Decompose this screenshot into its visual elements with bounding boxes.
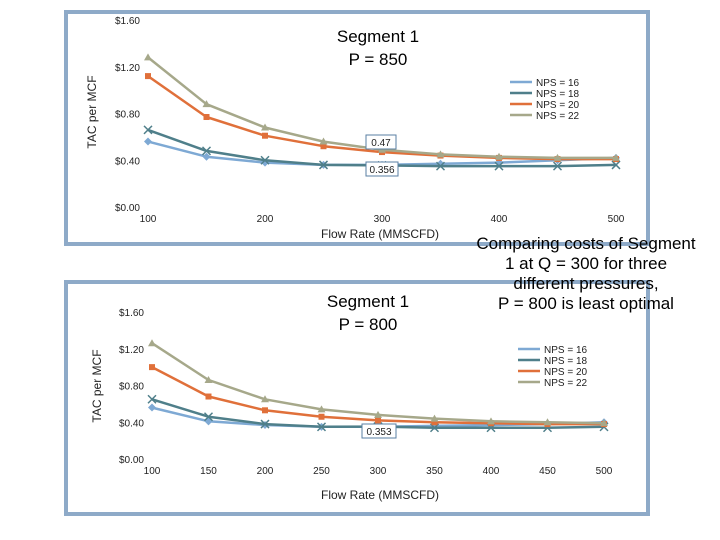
annotation-box	[365, 134, 397, 150]
data-point	[203, 412, 214, 422]
data-point	[143, 125, 153, 135]
chart-panel-1: $0.00 $0.40 $0.80 $1.20 $1.60 100 200 300 400 500…	[64, 10, 650, 246]
chart-frame	[64, 280, 650, 516]
y-tick-label: $1.20	[119, 345, 144, 356]
data-point	[148, 403, 156, 412]
data-point	[202, 100, 211, 108]
x-tick-label: 300	[370, 466, 387, 477]
data-point	[205, 393, 212, 400]
y-tick-label: $1.20	[115, 63, 140, 74]
annotation-label: 0.353	[366, 427, 391, 438]
data-point	[430, 414, 439, 422]
callout-line-4: P = 800 is least optimal	[498, 294, 674, 313]
data-point	[553, 153, 562, 161]
data-point	[543, 418, 552, 426]
legend-label: NPS = 18	[544, 356, 588, 367]
chart-frame	[64, 10, 650, 246]
chart-subtitle: P = 850	[349, 50, 408, 69]
x-axis-label: Flow Rate (MMSCFD)	[321, 488, 439, 502]
chart-title: Segment 1	[337, 27, 419, 46]
legend-label: NPS = 20	[536, 100, 580, 111]
data-point	[148, 339, 156, 347]
chart-subtitle: P = 800	[339, 315, 398, 334]
x-tick-label: 100	[140, 214, 157, 225]
y-tick-label: $0.40	[119, 418, 144, 429]
x-tick-label: 450	[539, 466, 556, 477]
x-tick-label: 150	[200, 466, 217, 477]
legend-label: NPS = 20	[544, 367, 588, 378]
x-tick-label: 400	[491, 214, 508, 225]
data-point	[201, 146, 212, 156]
data-point	[147, 394, 157, 404]
data-point	[612, 153, 620, 161]
x-tick-label: 100	[144, 466, 161, 477]
data-point	[435, 161, 446, 171]
data-point	[203, 114, 210, 121]
data-point	[262, 407, 268, 414]
data-point	[494, 161, 504, 171]
data-point	[436, 150, 445, 158]
legend-label: NPS = 16	[544, 345, 588, 356]
chart-panel-2: $0.00 $0.40 $0.80 $1.20 $1.60 100 150 200 250 300…	[64, 280, 650, 516]
data-point	[431, 419, 438, 426]
data-point	[202, 152, 211, 161]
x-tick-label: 400	[483, 466, 500, 477]
y-tick-label: $0.40	[115, 156, 140, 167]
data-point	[145, 73, 151, 80]
data-point	[262, 132, 268, 139]
data-point	[375, 417, 381, 424]
annotation-label: 0.356	[369, 165, 394, 176]
x-tick-label: 250	[313, 466, 330, 477]
legend-label: NPS = 18	[536, 89, 580, 100]
annotation-label: 0.47	[371, 138, 391, 149]
x-axis-label: Flow Rate (MMSCFD)	[321, 227, 439, 241]
data-point	[318, 413, 325, 420]
data-point	[204, 375, 213, 383]
data-point	[374, 410, 382, 418]
callout-line-1: Comparing costs of Segment	[476, 234, 696, 253]
x-tick-label: 200	[257, 214, 274, 225]
data-point	[149, 364, 155, 371]
data-point	[144, 137, 152, 146]
y-tick-label: $0.00	[115, 203, 140, 214]
annotation-box	[361, 423, 397, 439]
data-point	[320, 143, 327, 150]
data-point	[495, 152, 503, 160]
data-point	[260, 419, 270, 429]
callout-line-2: 1 at Q = 300 for three	[504, 254, 668, 273]
data-point	[261, 395, 269, 403]
chart-title: Segment 1	[327, 292, 409, 311]
x-tick-label: 500	[596, 466, 613, 477]
annotation-box	[365, 161, 399, 177]
data-point	[316, 422, 327, 432]
data-point	[600, 419, 608, 427]
legend-label: NPS = 22	[544, 378, 588, 389]
x-tick-label: 500	[608, 214, 625, 225]
data-point	[487, 417, 495, 425]
y-tick-label: $1.60	[119, 308, 144, 319]
data-point	[319, 137, 328, 145]
data-point	[317, 405, 326, 413]
legend-label: NPS = 16	[536, 78, 580, 89]
y-tick-label: $0.80	[119, 382, 144, 393]
x-tick-label: 300	[374, 214, 391, 225]
data-point	[318, 160, 329, 170]
data-point	[611, 160, 621, 170]
callout-text: Comparing costs of Segment 1 at Q = 300 …	[462, 234, 710, 314]
y-tick-label: $1.60	[115, 16, 140, 27]
y-tick-label: $0.80	[115, 110, 140, 121]
data-point	[144, 53, 152, 61]
data-point	[552, 161, 563, 171]
callout-line-3: different pressures,	[513, 274, 659, 293]
y-axis-label: TAC per MCF	[90, 349, 104, 422]
legend-label: NPS = 22	[536, 111, 580, 122]
data-point	[261, 123, 269, 131]
data-point	[260, 155, 270, 165]
x-tick-label: 200	[257, 466, 274, 477]
y-axis-label: TAC per MCF	[85, 75, 99, 148]
y-tick-label: $0.00	[119, 455, 144, 466]
x-tick-label: 350	[426, 466, 443, 477]
